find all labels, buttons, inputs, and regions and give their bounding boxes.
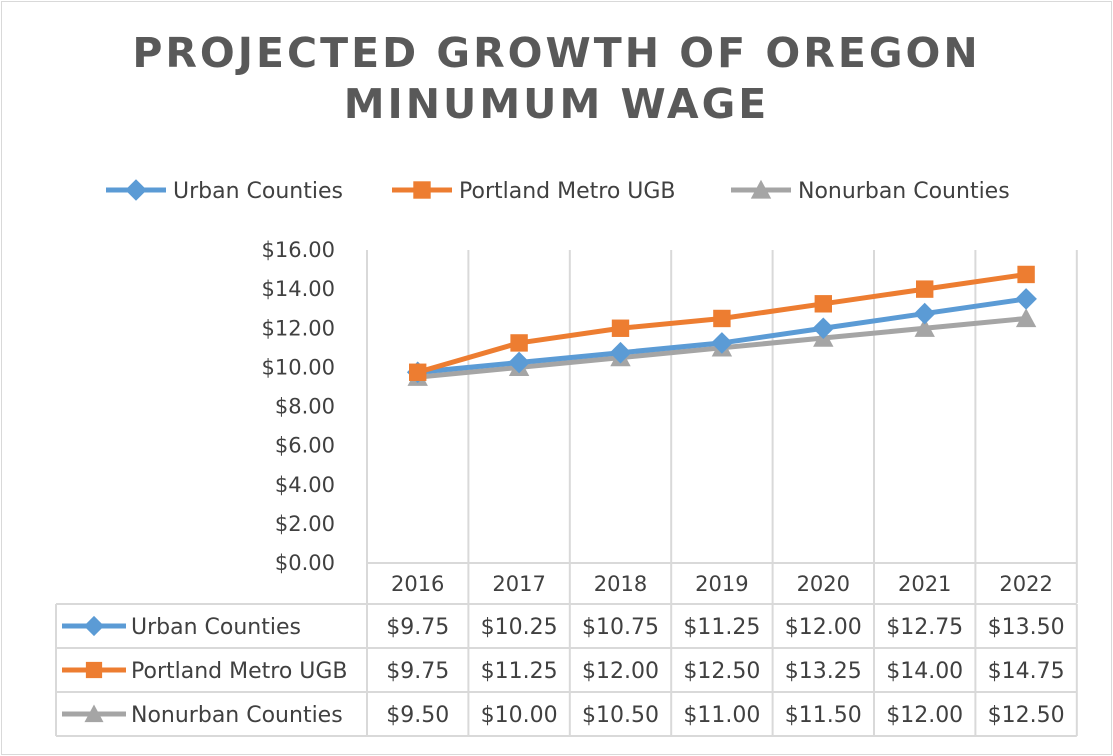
data-point [409,363,427,381]
table-cell-value: $13.50 [988,615,1065,640]
legend-key-marker [413,181,431,199]
legend-entry: Nonurban Counties [731,179,1010,204]
data-point [812,317,835,340]
table-cell-value: $10.25 [481,615,558,640]
data-point [916,280,934,298]
series-portland-metro-ugb [409,265,1035,381]
legend-label: Portland Metro UGB [459,179,676,204]
x-tick-label: 2019 [695,572,748,596]
table-cell-value: $13.25 [785,659,862,684]
table-legend-key-marker [85,661,103,679]
x-tick-label: 2018 [594,572,647,596]
data-point [913,302,936,325]
x-tick-label: 2016 [391,572,444,596]
data-point [914,318,935,337]
y-tick-label: $0.00 [275,551,335,575]
chart-title-line-1: PROJECTED GROWTH OF OREGON [132,29,981,77]
table-cell-value: $12.00 [582,659,659,684]
table-cell-value: $9.75 [386,615,449,640]
x-tick-label: 2017 [492,572,545,596]
table-cell-value: $9.50 [386,703,449,728]
y-tick-label: $2.00 [275,512,335,536]
y-tick-label: $10.00 [262,355,335,379]
x-tick-label: 2021 [898,572,951,596]
y-axis: $0.00 $2.00 $4.00 $6.00 $8.00 $10.00 $12.00 $14… [262,238,335,575]
table-cell-value: $12.50 [988,703,1065,728]
table-cell-value: $12.00 [886,703,963,728]
table-cell-value: $14.00 [886,659,963,684]
table-series-name: Nonurban Counties [131,703,343,728]
y-tick-label: $16.00 [262,238,335,262]
data-point [1015,308,1037,328]
data-point [508,351,530,374]
legend-entry: Urban Counties [106,179,343,204]
y-tick-label: $6.00 [275,434,335,458]
table-legend-key-marker [84,704,104,723]
table-legend-key-marker [83,615,105,637]
data-point [711,332,733,354]
chart-title: PROJECTED GROWTH OF OREGON MINUMUM WAGE [0,28,1113,130]
data-point [814,295,832,313]
x-tick-label: 2022 [999,572,1052,596]
table-cell-value: $12.00 [785,615,862,640]
table-cell-value: $14.75 [988,659,1065,684]
legend: Urban Counties Portland Metro UGB Nonurban… [106,179,1010,204]
legend-entry: Portland Metro UGB [392,179,676,204]
table-cell-value: $10.75 [582,615,659,640]
data-point [611,319,630,337]
table-cell-value: $12.50 [683,659,760,684]
table-cell-value: $9.75 [386,659,449,684]
legend-key-marker [750,179,772,199]
legend-label: Nonurban Counties [798,179,1010,204]
legend-key-marker [125,179,147,201]
chart-title-line-2: MINUMUM WAGE [343,80,770,128]
data-point [609,341,632,364]
data-table: 2016 2017 2018 2019 2020 2021 2022 Urban Counti… [55,572,1078,737]
table-cell-value: $11.50 [785,703,862,728]
y-tick-label: $8.00 [275,395,335,419]
table-cell-value: $11.25 [481,659,558,684]
table-series-name: Portland Metro UGB [131,659,348,684]
gridlines [366,250,1078,603]
table-cell-value: $10.00 [481,703,558,728]
table-cell-value: $10.50 [582,703,659,728]
table-cell-value: $12.75 [886,615,963,640]
y-tick-label: $12.00 [262,316,335,340]
x-tick-label: 2020 [797,572,850,596]
table-cell-value: $11.00 [683,703,760,728]
data-point [510,334,528,352]
table-series-name: Urban Counties [131,615,301,640]
legend-label: Urban Counties [173,179,343,204]
y-tick-label: $14.00 [262,277,335,301]
series-layer [406,265,1037,386]
data-point [1017,265,1035,284]
data-point [713,309,731,328]
table-cell-value: $11.25 [683,615,760,640]
data-point [1015,288,1037,310]
y-tick-label: $4.00 [275,473,335,497]
